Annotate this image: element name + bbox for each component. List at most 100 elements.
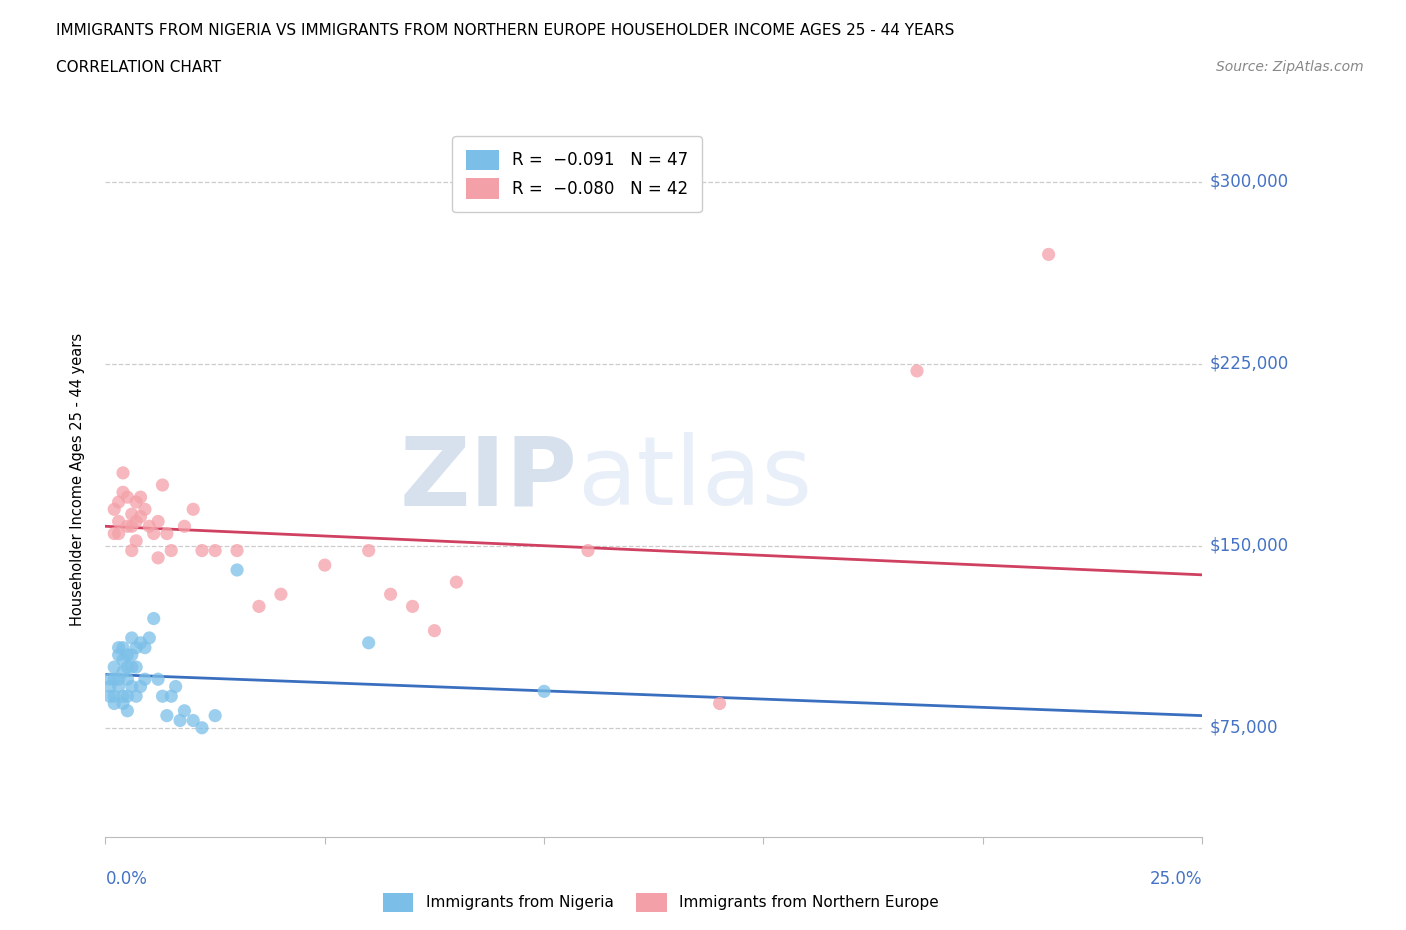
Text: $150,000: $150,000 (1209, 537, 1288, 554)
Y-axis label: Householder Income Ages 25 - 44 years: Householder Income Ages 25 - 44 years (70, 332, 84, 626)
Point (142, 611, 165, 626)
Point (146, 514, 169, 529)
Text: $300,000: $300,000 (1209, 173, 1288, 191)
Point (98, 689, 121, 704)
Point (103, 696, 125, 711)
Point (125, 689, 148, 704)
Point (380, 587, 402, 602)
Point (146, 551, 169, 565)
Point (107, 526, 129, 541)
Point (107, 671, 129, 686)
Point (138, 519, 160, 534)
Point (125, 495, 148, 510)
Legend: Immigrants from Nigeria, Immigrants from Northern Europe: Immigrants from Nigeria, Immigrants from… (377, 887, 945, 918)
Point (111, 640, 134, 655)
Point (107, 647, 129, 662)
Text: ZIP: ZIP (399, 432, 576, 525)
Point (226, 543, 249, 558)
Point (156, 708, 179, 723)
Point (533, 684, 555, 698)
Point (138, 631, 160, 645)
Point (160, 689, 183, 704)
Point (103, 659, 125, 674)
Point (905, 364, 928, 379)
Point (156, 526, 179, 541)
Point (129, 635, 152, 650)
Point (111, 465, 134, 480)
Point (173, 519, 195, 534)
Point (129, 679, 152, 694)
Point (247, 599, 270, 614)
Point (181, 502, 204, 517)
Point (146, 671, 169, 686)
Text: $225,000: $225,000 (1209, 354, 1288, 373)
Point (134, 502, 156, 517)
Text: $75,000: $75,000 (1209, 719, 1278, 737)
Point (142, 526, 165, 541)
Point (181, 713, 204, 728)
Point (152, 478, 174, 493)
Point (117, 689, 139, 704)
Point (111, 485, 134, 499)
Point (446, 575, 468, 590)
Point (121, 659, 143, 674)
Point (576, 543, 599, 558)
Point (165, 679, 187, 694)
Point (160, 543, 183, 558)
Text: 25.0%: 25.0% (1150, 870, 1202, 887)
Point (401, 599, 423, 614)
Point (98, 679, 121, 694)
Point (117, 671, 139, 686)
Point (117, 519, 139, 534)
Point (173, 703, 195, 718)
Point (107, 640, 129, 655)
Point (125, 659, 148, 674)
Point (107, 495, 129, 510)
Point (134, 671, 156, 686)
Point (204, 543, 226, 558)
Point (125, 534, 148, 549)
Point (129, 490, 152, 505)
Point (107, 514, 129, 529)
Point (125, 640, 148, 655)
Point (117, 659, 139, 674)
Point (226, 563, 249, 578)
Point (1038, 247, 1060, 262)
Point (111, 665, 134, 680)
Point (107, 679, 129, 694)
Text: Source: ZipAtlas.com: Source: ZipAtlas.com (1216, 60, 1364, 74)
Text: atlas: atlas (576, 432, 813, 525)
Point (125, 514, 148, 529)
Point (117, 647, 139, 662)
Point (357, 543, 380, 558)
Point (121, 631, 143, 645)
Point (314, 558, 336, 573)
Point (121, 647, 143, 662)
Point (709, 696, 731, 711)
Point (191, 721, 214, 736)
Point (103, 502, 125, 517)
Point (423, 623, 446, 638)
Point (121, 507, 143, 522)
Point (121, 519, 143, 534)
Point (111, 689, 134, 704)
Text: IMMIGRANTS FROM NIGERIA VS IMMIGRANTS FROM NORTHERN EUROPE HOUSEHOLDER INCOME AG: IMMIGRANTS FROM NIGERIA VS IMMIGRANTS FR… (56, 23, 955, 38)
Point (152, 689, 174, 704)
Point (117, 703, 139, 718)
Point (270, 587, 292, 602)
Point (111, 652, 134, 667)
Legend: R =  −0.091   N = 47, R =  −0.080   N = 42: R = −0.091 N = 47, R = −0.080 N = 42 (453, 137, 702, 212)
Point (129, 509, 152, 524)
Text: CORRELATION CHART: CORRELATION CHART (56, 60, 221, 75)
Point (117, 490, 139, 505)
Point (103, 526, 125, 541)
Point (103, 671, 125, 686)
Point (357, 635, 380, 650)
Point (111, 696, 134, 711)
Point (134, 640, 156, 655)
Point (191, 543, 214, 558)
Text: 0.0%: 0.0% (105, 870, 148, 887)
Point (204, 708, 226, 723)
Point (103, 689, 125, 704)
Point (121, 679, 143, 694)
